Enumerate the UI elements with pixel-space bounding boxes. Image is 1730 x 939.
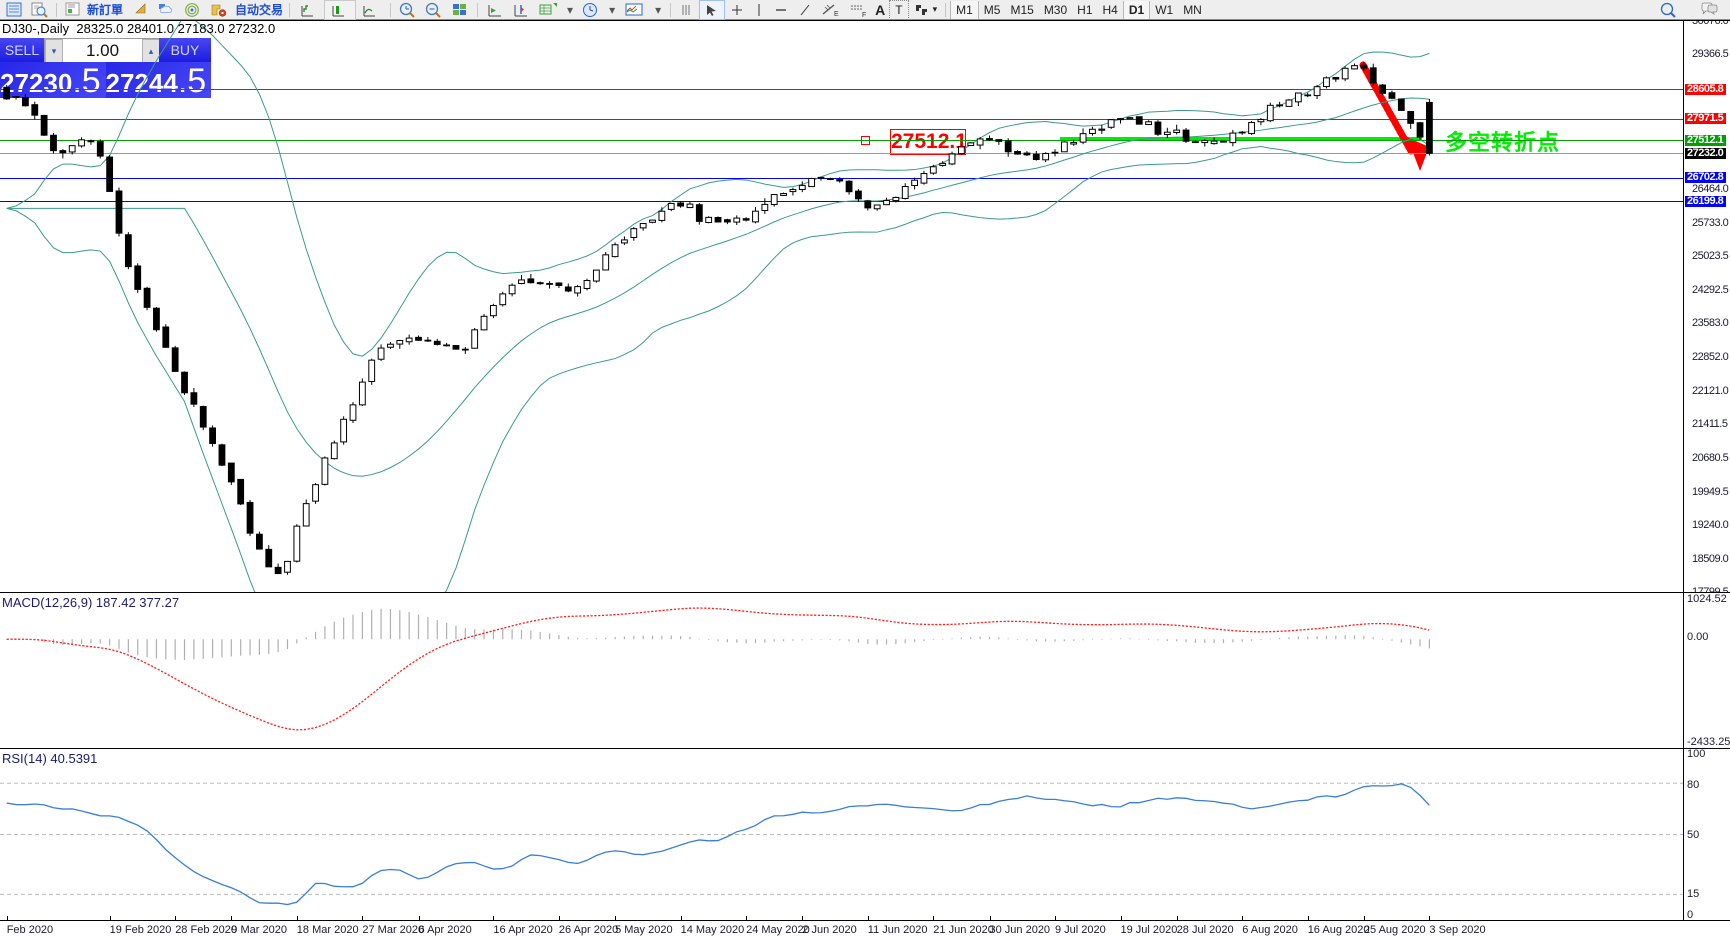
- svg-text:E: E: [834, 11, 839, 18]
- svg-text:F: F: [862, 12, 866, 18]
